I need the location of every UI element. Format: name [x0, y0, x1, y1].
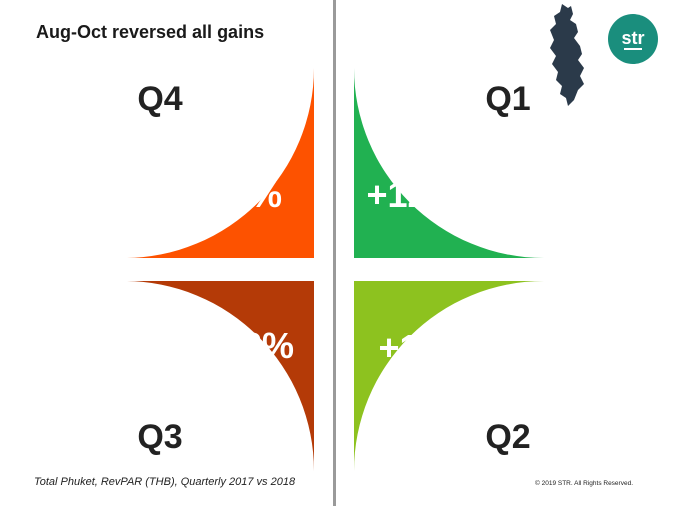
str-logo: str: [608, 14, 658, 64]
chart-title: Aug-Oct reversed all gains: [36, 22, 265, 42]
quadrant-q3: [124, 281, 314, 471]
value-label-q2: +1.6%: [378, 327, 481, 368]
value-label-q3: -10.2%: [180, 325, 294, 366]
quarter-label-q1: Q1: [485, 80, 530, 118]
quarter-label-q3: Q3: [137, 418, 182, 456]
quarter-label-q4: Q4: [137, 80, 182, 118]
logo-text: str: [621, 27, 645, 48]
quadrant-q1: [354, 68, 544, 258]
source-footnote: Total Phuket, RevPAR (THB), Quarterly 20…: [34, 476, 296, 488]
copyright-notice: © 2019 STR. All Rights Reserved.: [535, 480, 633, 487]
value-label-q4: -9.6%: [188, 174, 282, 215]
quarter-label-q2: Q2: [485, 418, 530, 456]
quadrant-q4: [124, 68, 314, 258]
value-label-q1: +12.8%: [366, 174, 489, 215]
quadrant-q2: [354, 281, 544, 471]
island-silhouette: [550, 4, 584, 106]
divider-line: [333, 0, 336, 506]
